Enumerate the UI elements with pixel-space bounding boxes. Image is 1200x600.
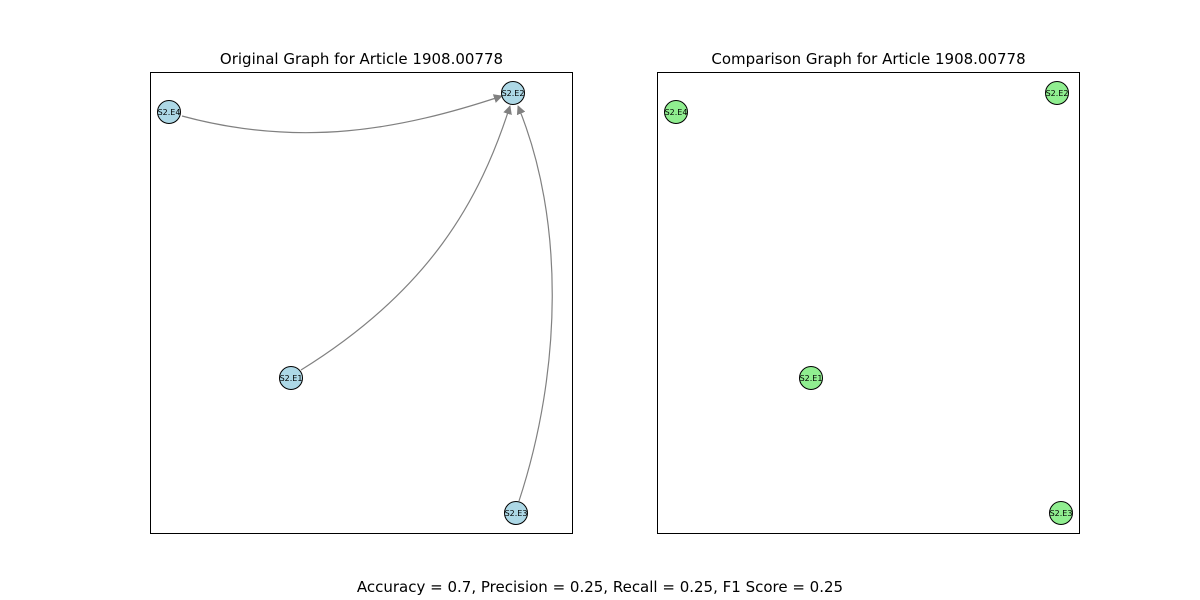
original-graph-panel: Original Graph for Article 1908.00778 S2… — [150, 50, 573, 534]
node-label: S2.E2 — [1046, 89, 1069, 98]
node-label: S2.E2 — [502, 89, 525, 98]
edge-s2e1-to-s2e2 — [300, 105, 512, 371]
edge-s2e4-to-s2e2 — [181, 94, 503, 134]
node-s2e1: S2.E1 — [279, 366, 303, 390]
metrics-summary: Accuracy = 0.7, Precision = 0.25, Recall… — [356, 578, 844, 596]
edge-s2e3-to-s2e2 — [516, 105, 553, 502]
node-label: S2.E1 — [800, 374, 823, 383]
comparison-graph-title: Comparison Graph for Article 1908.00778 — [711, 50, 1025, 68]
original-graph-nodes: S2.E4 S2.E2 S2.E1 S2.E3 — [157, 81, 528, 525]
node-label: S2.E3 — [1050, 509, 1073, 518]
node-s2e2: S2.E2 — [1045, 81, 1069, 105]
node-label: S2.E4 — [665, 108, 688, 117]
original-graph-title: Original Graph for Article 1908.00778 — [220, 50, 503, 68]
original-graph-edges — [181, 94, 553, 502]
comparison-graph-panel: Comparison Graph for Article 1908.00778 … — [657, 50, 1080, 534]
node-s2e4: S2.E4 — [157, 100, 181, 124]
comparison-graph-frame — [657, 72, 1080, 534]
node-label: S2.E1 — [280, 374, 303, 383]
node-s2e3: S2.E3 — [504, 501, 528, 525]
node-s2e4: S2.E4 — [664, 100, 688, 124]
original-graph-frame — [150, 72, 573, 534]
node-s2e3: S2.E3 — [1049, 501, 1073, 525]
comparison-graph-nodes: S2.E4 S2.E2 S2.E1 S2.E3 — [664, 81, 1073, 525]
node-label: S2.E4 — [158, 108, 181, 117]
node-label: S2.E3 — [505, 509, 528, 518]
node-s2e1: S2.E1 — [799, 366, 823, 390]
node-s2e2: S2.E2 — [501, 81, 525, 105]
